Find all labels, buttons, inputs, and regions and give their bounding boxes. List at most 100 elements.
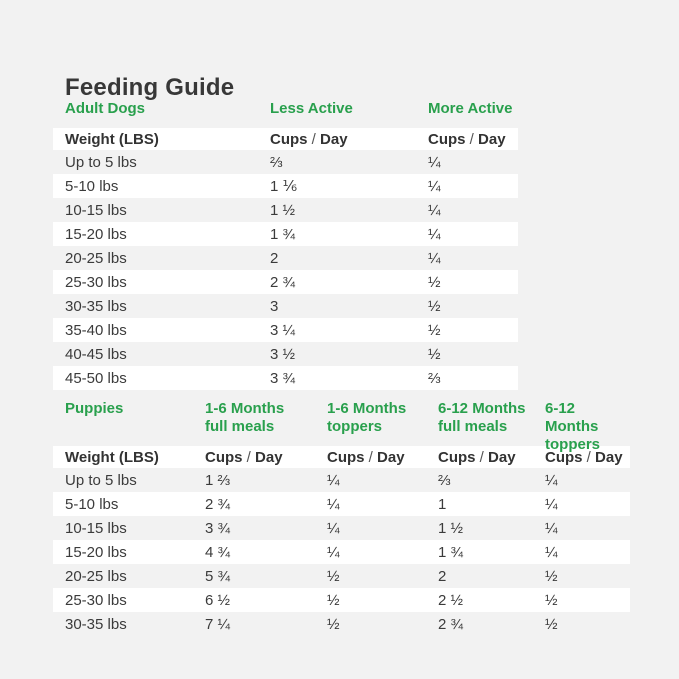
adult-dogs-table-body: Up to 5 lbs ⅔ ¼ 5-10 lbs 1 ⅙ ¼ 10-15 lbs 1 ½ ¼ 15…	[53, 150, 518, 390]
table-cell: 7 ¼	[205, 615, 231, 633]
table-cell: ½	[428, 297, 441, 315]
table-cell: 15-20 lbs	[65, 225, 127, 243]
table-row: 40-45 lbs 3 ½ ½	[53, 342, 518, 366]
table-cell: 30-35 lbs	[65, 297, 127, 315]
table-row: 25-30 lbs 2 ¾ ½	[53, 270, 518, 294]
column-header: 6-12 Months toppers	[545, 400, 601, 453]
subheader-cell: Weight (LBS)	[65, 448, 159, 466]
table-cell: ¼	[428, 201, 441, 219]
table-cell: ¼	[545, 519, 558, 537]
table-cell: 25-30 lbs	[65, 591, 127, 609]
table-cell: ½	[545, 591, 558, 609]
puppies-table: Puppies 1-6 Months full meals 1-6 Months t…	[53, 400, 630, 636]
table-cell: 3	[270, 297, 279, 315]
subheader-cell: Cups / Day	[270, 130, 348, 148]
table-row: 35-40 lbs 3 ¼ ½	[53, 318, 518, 342]
table-row: Up to 5 lbs 1 ⅔ ¼ ⅔ ¼	[53, 468, 630, 492]
table-cell: 1 ⅔	[205, 471, 231, 489]
column-header: 1-6 Months full meals	[205, 400, 285, 435]
column-header: Puppies	[65, 400, 124, 417]
table-cell: ⅔	[428, 369, 441, 387]
subheader-cell: Cups / Day	[428, 130, 506, 148]
adult-dogs-header-row: Adult Dogs Less Active More Active	[53, 100, 518, 128]
table-cell: 1 ¾	[438, 543, 464, 561]
table-row: 15-20 lbs 1 ¾ ¼	[53, 222, 518, 246]
table-row: 5-10 lbs 2 ¾ ¼ 1 ¼	[53, 492, 630, 516]
table-cell: ½	[428, 273, 441, 291]
table-cell: 10-15 lbs	[65, 201, 127, 219]
adult-dogs-subheader-row: Weight (LBS) Cups / Day Cups / Day	[53, 128, 518, 150]
table-cell: ¼	[327, 495, 340, 513]
table-cell: 2	[270, 249, 279, 267]
table-cell: ½	[327, 615, 340, 633]
table-cell: Up to 5 lbs	[65, 471, 137, 489]
table-cell: ¼	[428, 153, 441, 171]
table-row: 5-10 lbs 1 ⅙ ¼	[53, 174, 518, 198]
table-cell: ¼	[327, 519, 340, 537]
column-header: Less Active	[270, 100, 353, 117]
table-cell: 45-50 lbs	[65, 369, 127, 387]
table-row: 45-50 lbs 3 ¾ ⅔	[53, 366, 518, 390]
table-cell: 3 ½	[270, 345, 296, 363]
adult-dogs-table: Adult Dogs Less Active More Active Weight …	[53, 100, 518, 390]
table-cell: ¼	[428, 177, 441, 195]
table-row: 30-35 lbs 3 ½	[53, 294, 518, 318]
table-cell: ¼	[545, 471, 558, 489]
column-header: 1-6 Months toppers	[327, 400, 407, 435]
table-row: 30-35 lbs 7 ¼ ½ 2 ¾ ½	[53, 612, 630, 636]
table-cell: 3 ¾	[270, 369, 296, 387]
table-cell: 5 ¾	[205, 567, 231, 585]
table-cell: 2 ¾	[270, 273, 296, 291]
table-cell: 1 ⅙	[270, 178, 298, 195]
table-row: 20-25 lbs 5 ¾ ½ 2 ½	[53, 564, 630, 588]
table-cell: 1 ½	[438, 519, 464, 537]
table-cell: 1	[438, 495, 447, 513]
table-cell: 35-40 lbs	[65, 321, 127, 339]
table-cell: Up to 5 lbs	[65, 153, 137, 171]
puppies-subheader-row: Weight (LBS) Cups / Day Cups / Day Cups / D…	[53, 446, 630, 468]
subheader-cell: Cups / Day	[327, 448, 405, 466]
table-cell: ½	[428, 321, 441, 339]
table-cell: 30-35 lbs	[65, 615, 127, 633]
table-cell: ½	[545, 567, 558, 585]
table-cell: ¼	[545, 495, 558, 513]
table-row: Up to 5 lbs ⅔ ¼	[53, 150, 518, 174]
table-cell: ½	[327, 567, 340, 585]
table-cell: 2 ¾	[205, 495, 231, 513]
table-cell: ¼	[327, 471, 340, 489]
table-row: 20-25 lbs 2 ¼	[53, 246, 518, 270]
table-cell: 3 ¼	[270, 321, 296, 339]
puppies-header-row: Puppies 1-6 Months full meals 1-6 Months t…	[53, 400, 630, 453]
table-cell: ⅔	[438, 471, 451, 489]
table-cell: 6 ½	[205, 591, 231, 609]
table-cell: ¼	[327, 543, 340, 561]
table-cell: 5-10 lbs	[65, 495, 119, 513]
table-cell: ¼	[545, 543, 558, 561]
subheader-cell: Cups / Day	[438, 448, 516, 466]
table-cell: ½	[327, 591, 340, 609]
table-cell: 1 ¾	[270, 225, 296, 243]
column-header: Adult Dogs	[65, 100, 145, 117]
column-header: More Active	[428, 100, 513, 117]
table-cell: 40-45 lbs	[65, 345, 127, 363]
table-row: 25-30 lbs 6 ½ ½ 2 ½ ½	[53, 588, 630, 612]
table-cell: 15-20 lbs	[65, 543, 127, 561]
table-cell: ½	[545, 615, 558, 633]
table-row: 10-15 lbs 1 ½ ¼	[53, 198, 518, 222]
column-header: 6-12 Months full meals	[438, 400, 526, 435]
table-row: 15-20 lbs 4 ¾ ¼ 1 ¾ ¼	[53, 540, 630, 564]
table-cell: 3 ¾	[205, 519, 231, 537]
table-cell: 2 ¾	[438, 615, 464, 633]
page-title: Feeding Guide	[65, 74, 235, 102]
subheader-cell: Weight (LBS)	[65, 130, 159, 148]
table-cell: ⅔	[270, 153, 283, 171]
subheader-cell: Cups / Day	[205, 448, 283, 466]
table-cell: 5-10 lbs	[65, 177, 119, 195]
table-cell: ¼	[428, 249, 441, 267]
table-cell: 4 ¾	[205, 543, 231, 561]
table-cell: 1 ½	[270, 201, 296, 219]
table-cell: 2 ½	[438, 591, 464, 609]
table-row: 10-15 lbs 3 ¾ ¼ 1 ½ ¼	[53, 516, 630, 540]
table-cell: 25-30 lbs	[65, 273, 127, 291]
